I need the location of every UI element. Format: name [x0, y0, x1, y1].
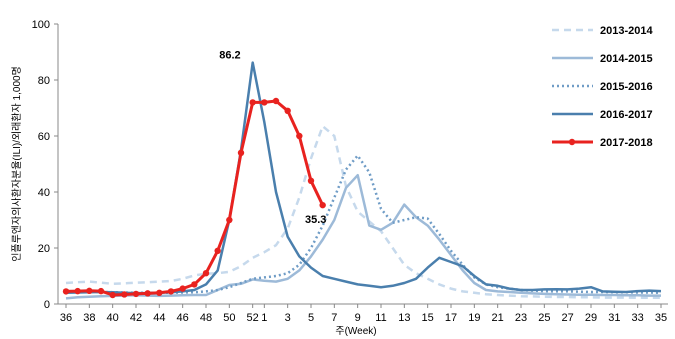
data-point-2017-2018: [167, 288, 175, 295]
y-tick-label: 20: [38, 243, 50, 255]
x-tick-label: 5: [308, 312, 314, 324]
legend-label: 2014-2015: [600, 53, 653, 65]
data-point-2017-2018: [109, 291, 116, 299]
data-point-2017-2018: [97, 287, 105, 295]
data-point-2017-2018: [202, 270, 210, 277]
data-point-2017-2018: [319, 201, 326, 209]
x-tick-label: 21: [492, 312, 504, 324]
data-point-2017-2018: [62, 288, 70, 295]
x-tick-label: 25: [538, 312, 550, 324]
series-line-2017-2018: [65, 99, 325, 297]
series-layer: [62, 61, 662, 300]
y-tick-label: 40: [38, 187, 50, 199]
series-line-2016-2017: [65, 61, 662, 295]
data-point-2017-2018: [249, 99, 256, 106]
x-tick-label: 46: [177, 312, 189, 324]
data-point-2017-2018: [296, 132, 303, 140]
x-tick-label: 23: [515, 312, 527, 324]
x-tick-label: 35: [655, 312, 667, 324]
data-point-2017-2018: [214, 247, 221, 254]
series-line-2014-2015: [65, 173, 661, 300]
x-tick-label: 31: [608, 312, 620, 324]
data-label: 35.3: [305, 214, 326, 226]
x-tick-label: 40: [107, 312, 119, 324]
x-tick-label: 11: [375, 312, 386, 324]
y-tick-label: 80: [38, 75, 50, 87]
x-tick-label: 33: [632, 312, 644, 324]
data-point-2017-2018: [237, 149, 245, 156]
x-ticks: 36 38 40 42 44 46 48 50 52 1 3 5 7 9 11 13 15 17 19 21 23 25 2…: [60, 304, 667, 324]
data-point-2017-2018: [272, 97, 280, 105]
y-tick-label: 60: [38, 131, 50, 143]
x-tick-label: 29: [585, 312, 597, 324]
data-point-2017-2018: [132, 290, 140, 298]
y-tick-label: 0: [44, 299, 50, 311]
legend-label: 2013-2014: [600, 25, 653, 37]
legend-label: 2016-2017: [600, 109, 653, 121]
x-tick-label: 1: [261, 312, 267, 324]
x-tick-label: 19: [468, 312, 480, 324]
x-tick-label: 7: [331, 312, 337, 324]
x-tick-label: 38: [83, 312, 95, 324]
x-tick-label: 15: [422, 312, 434, 324]
data-point-2017-2018: [156, 289, 163, 296]
data-point-2017-2018: [284, 107, 291, 115]
legend-label: 2015-2016: [600, 81, 653, 93]
data-point-2017-2018: [261, 99, 268, 106]
x-tick-label: 27: [562, 312, 574, 324]
data-point-2017-2018: [86, 287, 93, 295]
data-point-2017-2018: [74, 287, 81, 295]
x-tick-label: 17: [445, 312, 457, 324]
series-line-2015-2016: [66, 154, 662, 295]
data-point-2017-2018: [191, 281, 198, 288]
data-point-2017-2018: [179, 285, 186, 292]
x-tick-label: 48: [200, 312, 212, 324]
annotations: 86.2 35.3: [219, 50, 326, 227]
x-axis-title: 주(Week): [335, 326, 376, 337]
x-tick-label: 3: [285, 312, 291, 324]
y-axis-title: 인플루엔자의사환자분율(ILI)/외래환자 1,000명: [11, 66, 23, 262]
series-line-2013-2014: [65, 124, 661, 300]
x-tick-label: 36: [60, 312, 72, 324]
y-ticks: 0 20 40 60 80 100: [32, 19, 58, 311]
x-tick-label: 50: [223, 312, 235, 324]
y-tick-label: 100: [32, 19, 50, 31]
data-point-2017-2018: [307, 177, 315, 184]
x-tick-label: 42: [130, 312, 142, 324]
x-tick-label: 44: [153, 312, 165, 324]
data-point-2017-2018: [226, 216, 233, 224]
x-tick-label: 13: [398, 312, 410, 324]
x-tick-label: 52: [247, 312, 259, 324]
data-label: 86.2: [219, 50, 240, 62]
axes: [57, 24, 668, 305]
legend-marker: [568, 138, 576, 146]
x-tick-label: 9: [355, 312, 361, 324]
data-point-2017-2018: [144, 290, 151, 297]
legend: 2013-2014 2014-2015 2015-2016 2016-2017 2017…: [552, 25, 653, 149]
legend-label: 2017-2018: [600, 137, 653, 149]
data-point-2017-2018: [121, 291, 128, 298]
